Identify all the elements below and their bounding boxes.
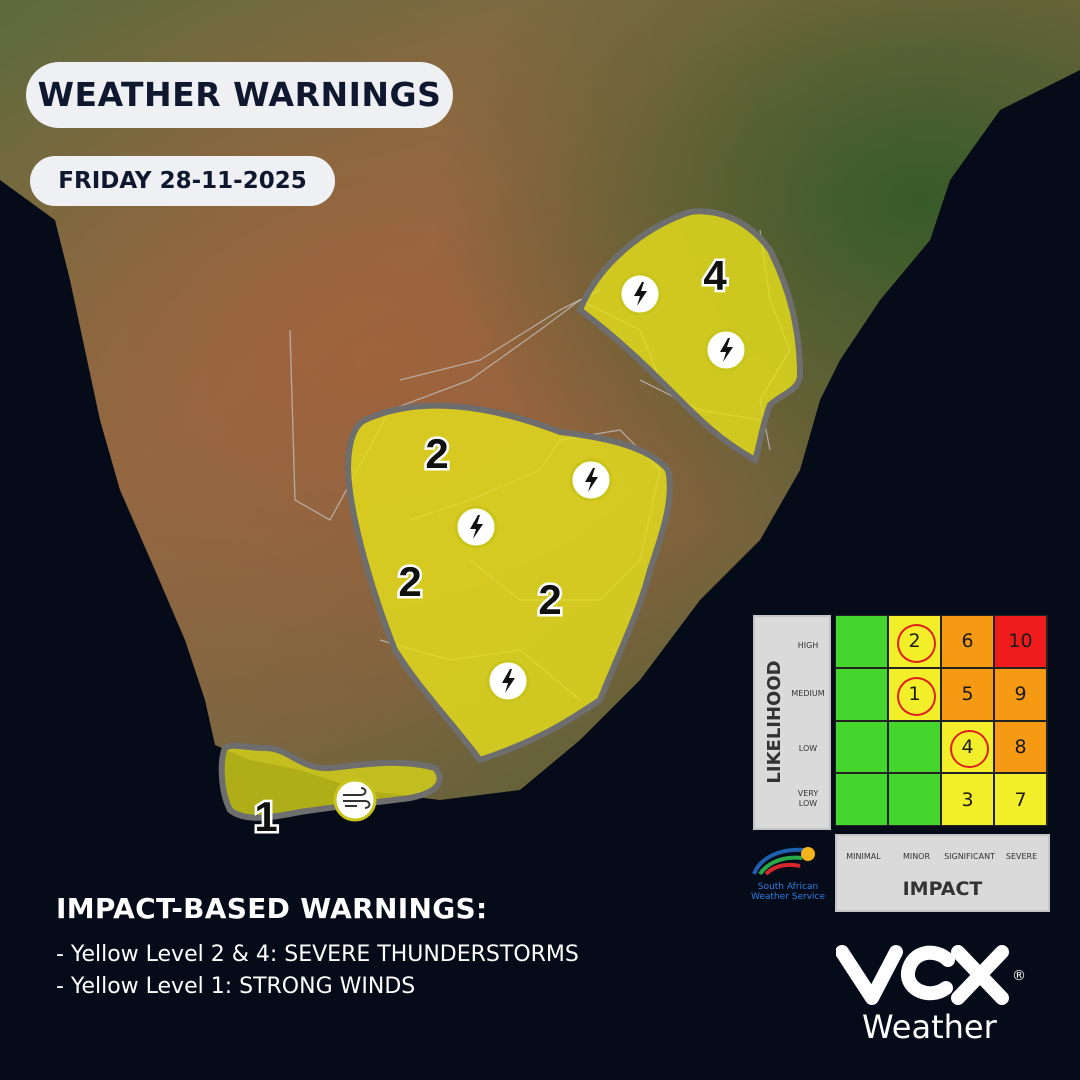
matrix-cell [836, 616, 887, 667]
col-label: SIGNIFICANT [944, 852, 995, 861]
highlight-ring [897, 624, 936, 663]
risk-matrix: LIKELIHOOD HIGH MEDIUM LOW VERY LOW 2 6 10… [753, 615, 1050, 912]
notes-heading: IMPACT-BASED WARNINGS: [56, 892, 488, 925]
thunderstorm-icon [569, 458, 613, 502]
thunderstorm-icon [454, 505, 498, 549]
likelihood-panel: LIKELIHOOD HIGH MEDIUM LOW VERY LOW [753, 615, 831, 830]
saws-logo: South African Weather Service [746, 838, 830, 908]
highlight-ring [950, 729, 989, 769]
level-labels: 4 2 2 2 1 [252, 250, 730, 843]
impact-panel: MINIMAL MINOR SIGNIFICANT SEVERE IMPACT [835, 834, 1050, 912]
matrix-cell: 7 [995, 774, 1046, 825]
vox-logo-mark [835, 945, 1009, 1005]
warning-notes: IMPACT-BASED WARNINGS: - Yellow Level 2 … [56, 892, 579, 1003]
matrix-cell: 6 [942, 616, 993, 667]
row-label: HIGH [797, 641, 819, 650]
saws-name-line1: South African [757, 882, 819, 892]
impact-label: IMPACT [902, 878, 983, 900]
row-label: MEDIUM [791, 689, 825, 698]
matrix-cell [889, 721, 940, 773]
page-title: WEATHER WARNINGS [26, 62, 453, 128]
thunderstorm-icon [704, 328, 748, 372]
col-label: MINOR [902, 852, 931, 861]
likelihood-label: LIKELIHOOD [764, 660, 785, 784]
matrix-cell [889, 774, 940, 825]
row-label: LOW [798, 744, 818, 753]
row-label: VERY LOW [797, 789, 819, 808]
matrix-cell [836, 668, 887, 720]
matrix-grid: 2 6 10 1 5 9 4 8 3 7 [835, 615, 1048, 826]
level-label: 1 [254, 793, 277, 840]
matrix-cell: 10 [995, 616, 1046, 667]
col-label: MINIMAL [846, 852, 881, 861]
level-label: 2 [398, 558, 421, 605]
registered-mark: ® [1012, 968, 1026, 984]
date-badge: FRIDAY 28-11-2025 [30, 156, 335, 206]
vox-logo: VOX ® Weather [835, 938, 1036, 1048]
note-item: - Yellow Level 1: STRONG WINDS [56, 974, 416, 999]
matrix-cell: 5 [942, 668, 993, 720]
warning-zone-level1 [218, 742, 443, 821]
highlight-ring [897, 676, 936, 716]
saws-name-line2: Weather Service [750, 892, 826, 902]
level-label: 4 [703, 252, 727, 299]
level-label: 2 [425, 430, 448, 477]
matrix-cell: 9 [995, 668, 1046, 720]
note-item: - Yellow Level 2 & 4: SEVERE THUNDERSTOR… [56, 942, 579, 967]
matrix-cell: 8 [995, 721, 1046, 773]
matrix-cell: 3 [942, 774, 993, 825]
matrix-cell [836, 721, 887, 773]
matrix-cell [836, 774, 887, 825]
wind-icon [333, 778, 377, 822]
level-label: 2 [538, 576, 561, 623]
hazard-icons [333, 272, 748, 822]
col-label: SEVERE [1005, 852, 1038, 861]
vox-weather-text: Weather [862, 1008, 997, 1046]
saws-emblem-icon [752, 847, 815, 876]
thunderstorm-icon [486, 659, 530, 703]
thunderstorm-icon [618, 272, 662, 316]
